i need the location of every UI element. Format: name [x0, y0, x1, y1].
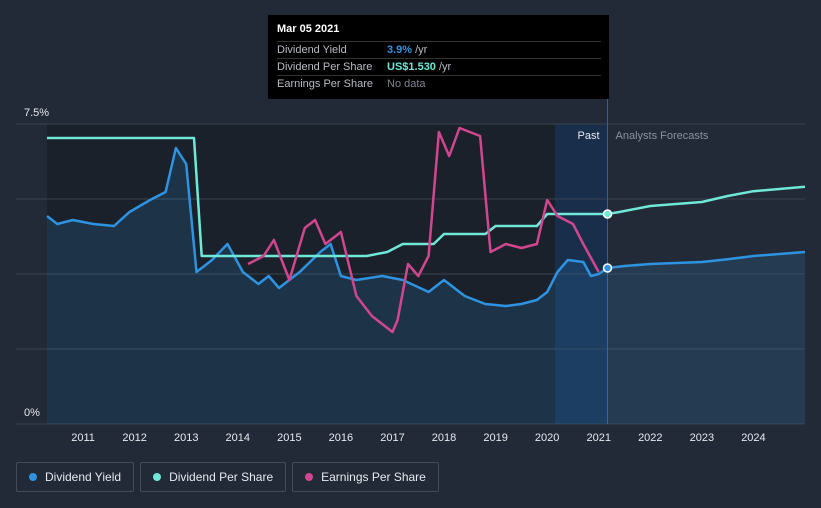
x-tick-label: 2018: [432, 432, 456, 444]
tooltip-value: No data: [387, 78, 426, 90]
x-tick-label: 2021: [586, 432, 610, 444]
x-tick-label: 2016: [329, 432, 353, 444]
x-tick-label: 2020: [535, 432, 559, 444]
tooltip-unit: /yr: [438, 61, 452, 73]
tooltip-label: Dividend Per Share: [277, 61, 373, 73]
marker-point: [602, 209, 613, 219]
legend-dot-icon: [305, 473, 314, 481]
forecast-label: Analysts Forecasts: [616, 130, 709, 142]
legend-dividend-per-share[interactable]: Dividend Per Share: [140, 462, 287, 492]
x-tick-label: 2012: [122, 432, 146, 444]
x-tick-label: 2015: [277, 432, 301, 444]
x-tick-label: 2013: [174, 432, 198, 444]
marker-point: [602, 263, 613, 273]
tooltip-row-dividend-yield: Dividend Yield 3.9% /yr: [277, 41, 601, 58]
x-tick-label: 2017: [380, 432, 404, 444]
x-tick-label: 2024: [741, 432, 765, 444]
tooltip-row-dividend-per-share: Dividend Per Share US$1.530 /yr: [277, 58, 601, 75]
legend-label: Earnings Per Share: [321, 470, 426, 484]
tooltip-label: Earnings Per Share: [277, 78, 373, 90]
legend-label: Dividend Per Share: [169, 470, 274, 484]
x-tick-label: 2014: [226, 432, 250, 444]
tooltip-value: 3.9%: [387, 44, 413, 56]
x-tick-label: 2022: [638, 432, 662, 444]
series-area-0: [47, 148, 805, 424]
legend: Dividend Yield Dividend Per Share Earnin…: [16, 462, 439, 492]
legend-label: Dividend Yield: [45, 470, 122, 484]
y-tick-label: 0%: [24, 407, 40, 419]
x-tick-label: 2011: [71, 432, 95, 444]
tooltip-row-earnings-per-share: Earnings Per Share No data: [277, 75, 601, 92]
x-tick-label: 2023: [690, 432, 714, 444]
tooltip-unit: /yr: [415, 44, 428, 56]
legend-dot-icon: [29, 473, 37, 481]
past-label: Past: [577, 130, 599, 142]
tooltip-value: US$1.530: [387, 61, 436, 73]
x-tick-label: 2019: [483, 432, 507, 444]
legend-dividend-yield[interactable]: Dividend Yield: [16, 462, 135, 492]
tooltip-label: Dividend Yield: [277, 44, 347, 56]
y-tick-label: 7.5%: [24, 107, 49, 119]
series-line-0: [46, 146, 806, 308]
series-line-2: [247, 126, 600, 334]
legend-earnings-per-share[interactable]: Earnings Per Share: [292, 462, 439, 492]
tooltip: Mar 05 2021 Dividend Yield 3.9% /yr Divi…: [268, 15, 609, 99]
tooltip-date: Mar 05 2021: [277, 23, 340, 35]
legend-dot-icon: [153, 473, 162, 481]
series-line-1: [47, 136, 806, 258]
